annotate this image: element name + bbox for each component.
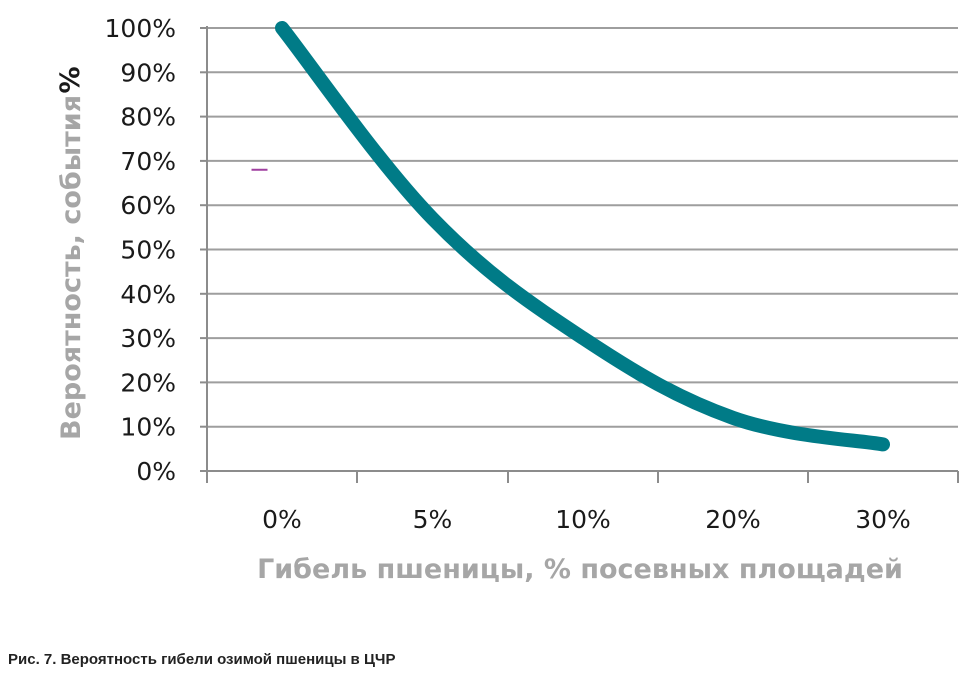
series-point — [882, 443, 884, 445]
x-tick-label: 5% — [413, 505, 453, 534]
y-axis-title-text: Вероятность, события — [56, 95, 87, 440]
y-tick-label: 80% — [120, 103, 176, 132]
x-tick-label: 30% — [855, 505, 911, 534]
x-tick-label: 20% — [705, 505, 761, 534]
y-tick-label: 60% — [120, 191, 176, 220]
y-tick-label: 30% — [120, 324, 176, 353]
gridlines — [207, 27, 958, 428]
chart: 0% 10% 20% 30% 40% 50% 60% 70% 80% 90% 100% 0% 5% 10… — [55, 14, 959, 585]
series-point — [582, 337, 584, 339]
x-tick-labels: 0% 5% 10% 20% 30% — [262, 505, 911, 534]
y-axis-unit: % — [55, 66, 86, 93]
series-line — [275, 21, 890, 452]
x-tick-label: 0% — [262, 505, 302, 534]
figure-caption: Рис. 7. Вероятность гибели озимой пшениц… — [8, 651, 396, 668]
series-point — [732, 417, 734, 419]
y-tick-label: 70% — [120, 147, 176, 176]
series-layer — [275, 21, 890, 452]
y-tick-label: 10% — [120, 413, 176, 442]
x-tick-label: 10% — [555, 505, 611, 534]
y-tick-label: 90% — [120, 58, 176, 87]
y-axis-unit-text: % — [55, 66, 86, 93]
series-point — [281, 27, 283, 29]
y-tick-label: 0% — [136, 457, 176, 486]
axes — [200, 26, 959, 483]
y-tick-label: 100% — [105, 14, 176, 43]
y-tick-label: 40% — [120, 280, 176, 309]
y-tick-labels: 0% 10% 20% 30% 40% 50% 60% 70% 80% 90% 100% — [105, 14, 176, 486]
y-axis-title: Вероятность, события — [56, 95, 87, 440]
y-tick-label: 20% — [120, 368, 176, 397]
series-point — [432, 217, 433, 219]
x-axis-title: Гибель пшеницы, % посевных площадей — [257, 554, 903, 585]
y-tick-label: 50% — [120, 236, 176, 265]
